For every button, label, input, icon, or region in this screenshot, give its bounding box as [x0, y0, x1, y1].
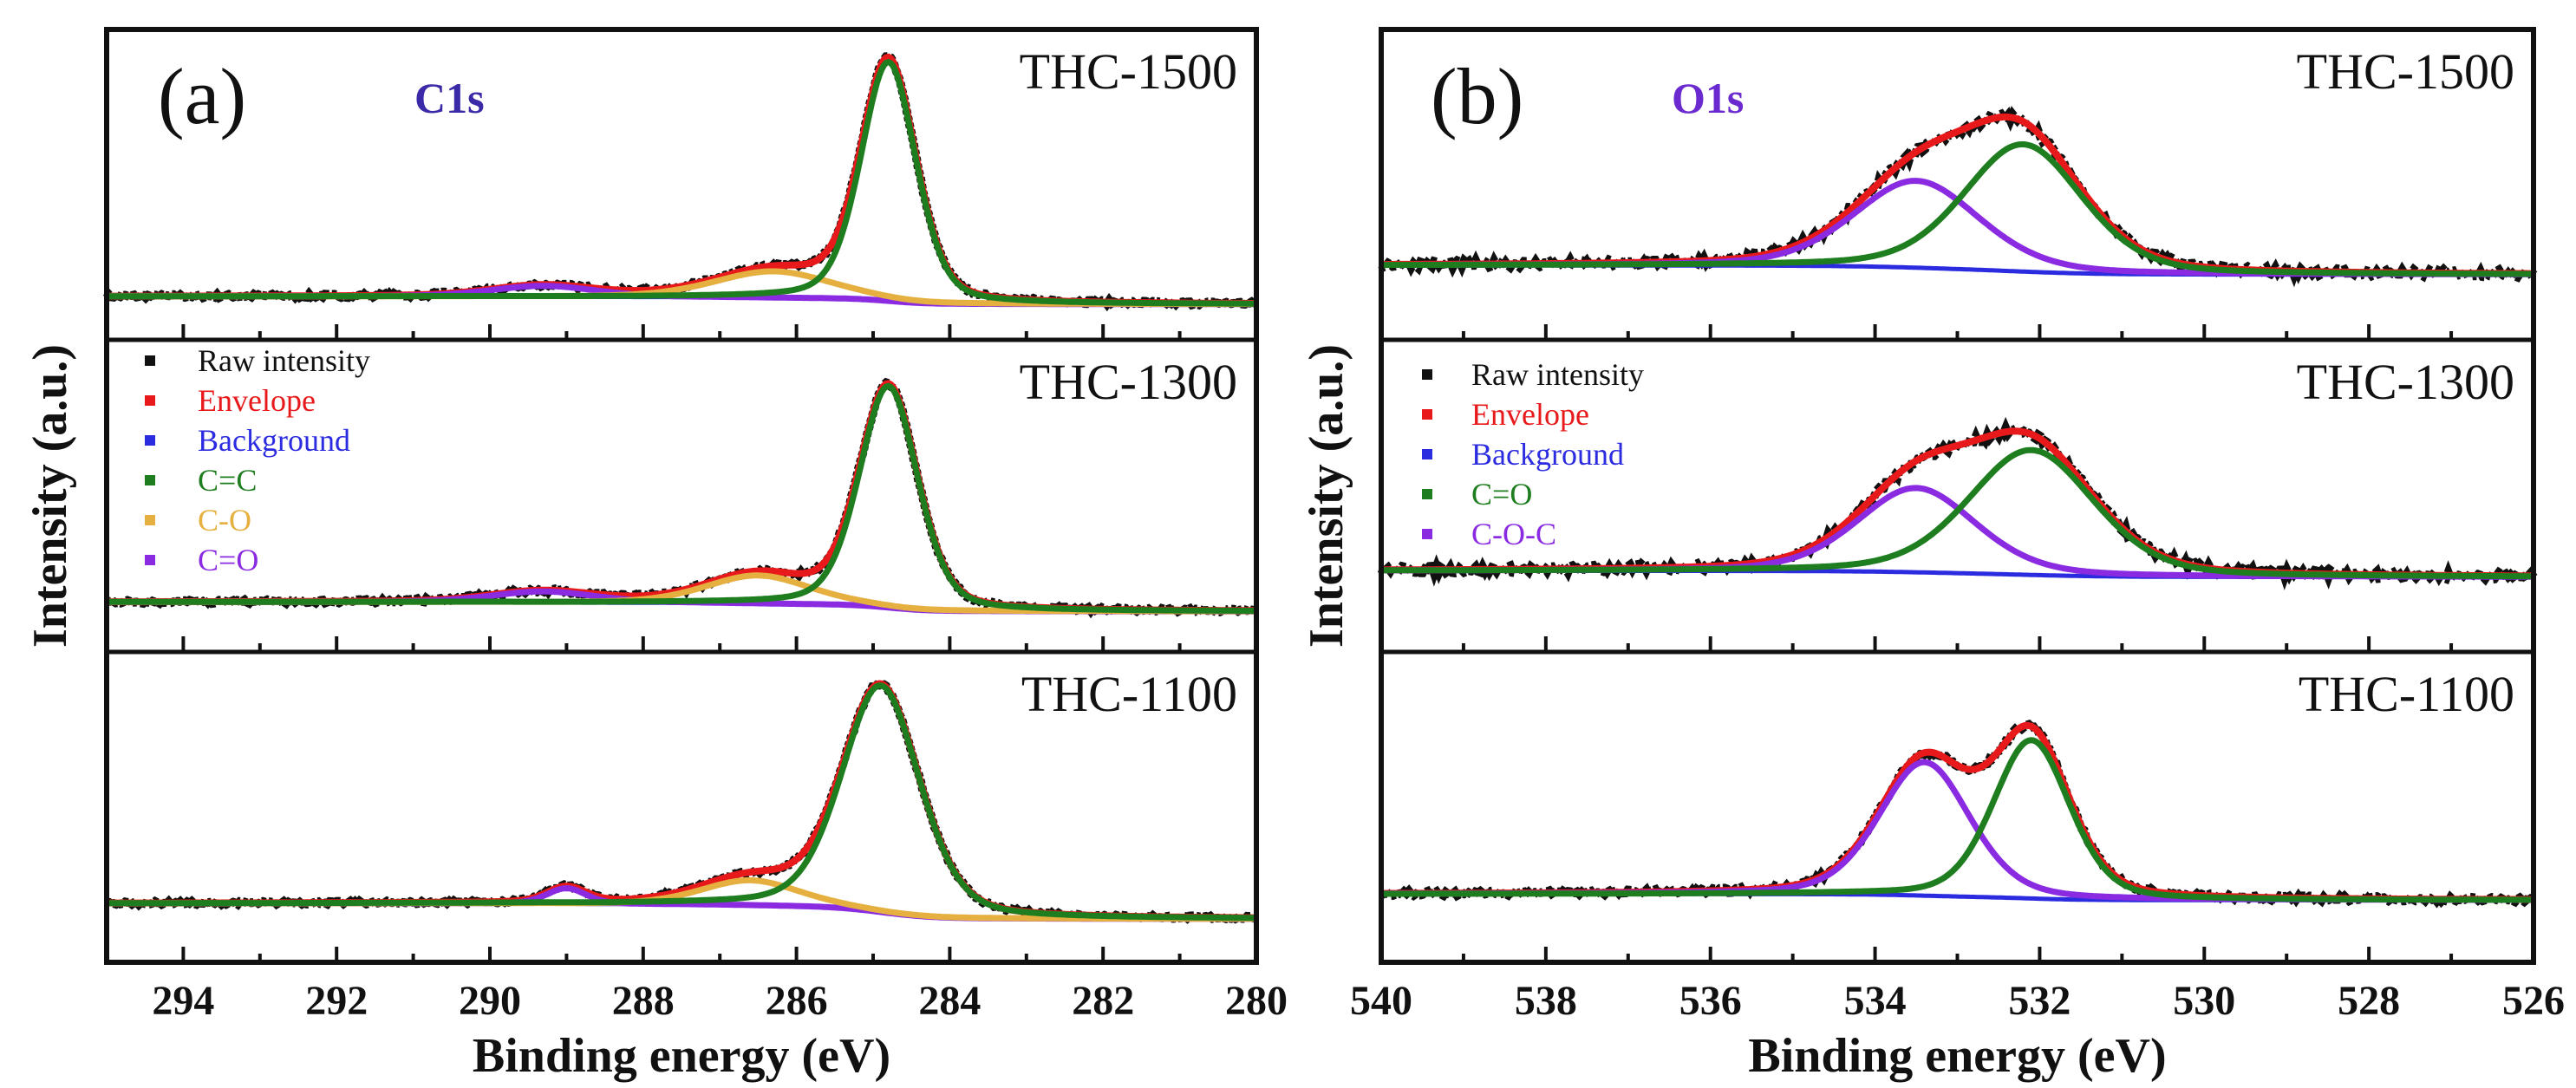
series-c-eq-o: [1381, 446, 2534, 580]
x-tick-label: 282: [1072, 978, 1134, 1024]
series-c-eq-c: [107, 382, 1256, 614]
subplot-thc-1500: THC-1500: [1378, 43, 2538, 340]
x-tick-label: 538: [1515, 978, 1577, 1024]
legend-label: Background: [198, 423, 350, 458]
x-tick-label: 290: [459, 978, 521, 1024]
x-tick-label: 532: [2008, 978, 2071, 1024]
plot-frame: [1379, 27, 2536, 965]
x-axis-title: Binding energy (eV): [473, 1029, 890, 1083]
legend-marker: [145, 355, 155, 366]
x-tick-label: 534: [1844, 978, 1907, 1024]
plot-frame: [104, 27, 1259, 965]
legend-label: C=O: [198, 543, 258, 577]
x-tick-label: 528: [2338, 978, 2400, 1024]
legend-label: C-O: [198, 503, 251, 537]
core-level-label: C1s: [414, 74, 485, 122]
sample-label: THC-1100: [1021, 666, 1237, 722]
series-c-o-c: [1381, 759, 2534, 903]
series-raw-intensity: [1379, 719, 2534, 909]
legend-label: C-O-C: [1471, 517, 1556, 551]
legend-marker: [1422, 369, 1432, 380]
series-envelope: [1381, 113, 2534, 277]
sample-label: THC-1500: [1020, 43, 1237, 100]
legend-label: Envelope: [198, 383, 316, 418]
legend-marker: [145, 475, 155, 485]
series-envelope: [1381, 721, 2534, 903]
panel-a-c1s: THC-1500 THC-1300 THC-1100 294 292 290 288 286 2…: [23, 27, 1288, 1083]
x-tick-label: 526: [2502, 978, 2565, 1024]
x-tick-label: 530: [2173, 978, 2235, 1024]
x-tick-label: 292: [305, 978, 368, 1024]
subplot-thc-1100: THC-1100: [105, 666, 1258, 962]
x-tick-label: 284: [918, 978, 981, 1024]
subplot-thc-1500: THC-1500: [102, 43, 1258, 340]
legend-label: Background: [1471, 437, 1624, 472]
series-c-eq-o: [1381, 141, 2534, 277]
panel-letter: (a): [158, 52, 246, 140]
x-tick-label: 288: [612, 978, 675, 1024]
x-tick-label: 280: [1225, 978, 1288, 1024]
x-tick-label: 294: [152, 978, 214, 1024]
panel-b-o1s: THC-1500 THC-1300 THC-1100 540 538 536 534 532 5…: [1300, 27, 2565, 1083]
legend-marker: [145, 555, 155, 565]
x-tick-label: 540: [1350, 978, 1412, 1024]
y-axis-title: Intensity (a.u.): [23, 344, 77, 648]
sample-label: THC-1100: [2299, 666, 2514, 722]
legend-label: Raw intensity: [1471, 357, 1644, 392]
legend-marker: [1422, 489, 1432, 499]
y-axis-title: Intensity (a.u.): [1300, 344, 1353, 648]
series-c-eq-c: [107, 682, 1256, 922]
legend-marker: [1422, 409, 1432, 420]
sample-label: THC-1500: [2297, 43, 2514, 100]
panel-letter: (b): [1431, 52, 1523, 140]
legend-label: Envelope: [1471, 397, 1589, 432]
subplot-thc-1100: THC-1100: [1379, 666, 2535, 962]
legend-label: Raw intensity: [198, 343, 370, 378]
x-axis-title: Binding energy (eV): [1748, 1029, 2166, 1083]
x-tick-label: 536: [1679, 978, 1742, 1024]
sample-label: THC-1300: [2297, 354, 2514, 410]
legend-marker: [1422, 529, 1432, 539]
legend-label: C=O: [1471, 477, 1532, 511]
legend: Raw intensity Envelope Background C=C C-O C=O: [145, 343, 370, 577]
series-raw-intensity: [1378, 106, 2538, 288]
subplot-thc-1300: THC-1300: [1377, 354, 2538, 652]
sample-label: THC-1300: [1020, 354, 1237, 410]
legend: Raw intensity Envelope Background C=O C-O-C: [1422, 357, 1644, 551]
series-c-eq-c: [107, 58, 1256, 307]
legend-marker: [145, 515, 155, 525]
core-level-label: O1s: [1672, 74, 1744, 122]
legend-marker: [145, 395, 155, 406]
x-tick-label: 286: [766, 978, 828, 1024]
series-c-eq-o: [1381, 737, 2534, 903]
legend-marker: [145, 435, 155, 446]
subplot-thc-1300: THC-1300: [105, 354, 1259, 652]
legend-marker: [1422, 449, 1432, 459]
legend-label: C=C: [198, 463, 257, 498]
